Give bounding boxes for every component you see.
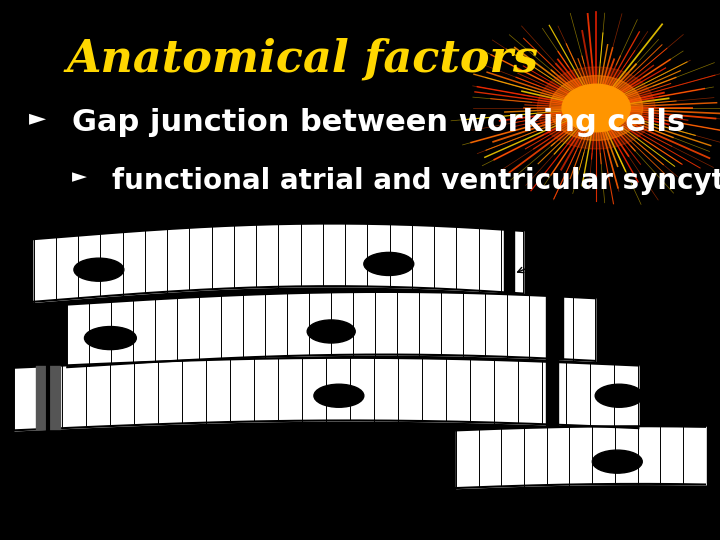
Text: INTERCALATED DISC: INTERCALATED DISC — [567, 218, 686, 228]
Text: NUCLEUS: NUCLEUS — [550, 500, 612, 512]
Circle shape — [562, 84, 630, 132]
Text: functional atrial and ventricular syncytium: functional atrial and ventricular syncyt… — [112, 167, 720, 195]
Ellipse shape — [364, 252, 414, 275]
Ellipse shape — [84, 327, 136, 349]
Ellipse shape — [595, 384, 643, 407]
Circle shape — [550, 76, 643, 140]
Text: ►: ► — [72, 167, 87, 186]
Text: Anatomical factors: Anatomical factors — [66, 38, 539, 81]
Text: Gap junction between working cells: Gap junction between working cells — [72, 108, 685, 137]
Ellipse shape — [593, 450, 642, 473]
Circle shape — [537, 67, 655, 149]
Ellipse shape — [314, 384, 364, 407]
Ellipse shape — [307, 320, 355, 343]
Text: ►: ► — [29, 108, 46, 128]
Ellipse shape — [74, 258, 124, 281]
